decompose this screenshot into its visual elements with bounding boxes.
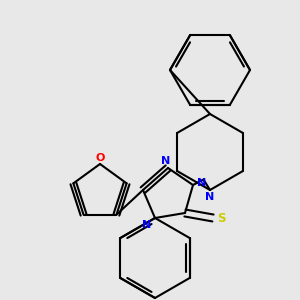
Text: N: N	[206, 192, 214, 202]
Text: N: N	[142, 220, 151, 230]
Text: O: O	[95, 153, 105, 163]
Text: N: N	[161, 156, 171, 166]
Text: S: S	[217, 212, 225, 224]
Text: N: N	[197, 178, 206, 188]
